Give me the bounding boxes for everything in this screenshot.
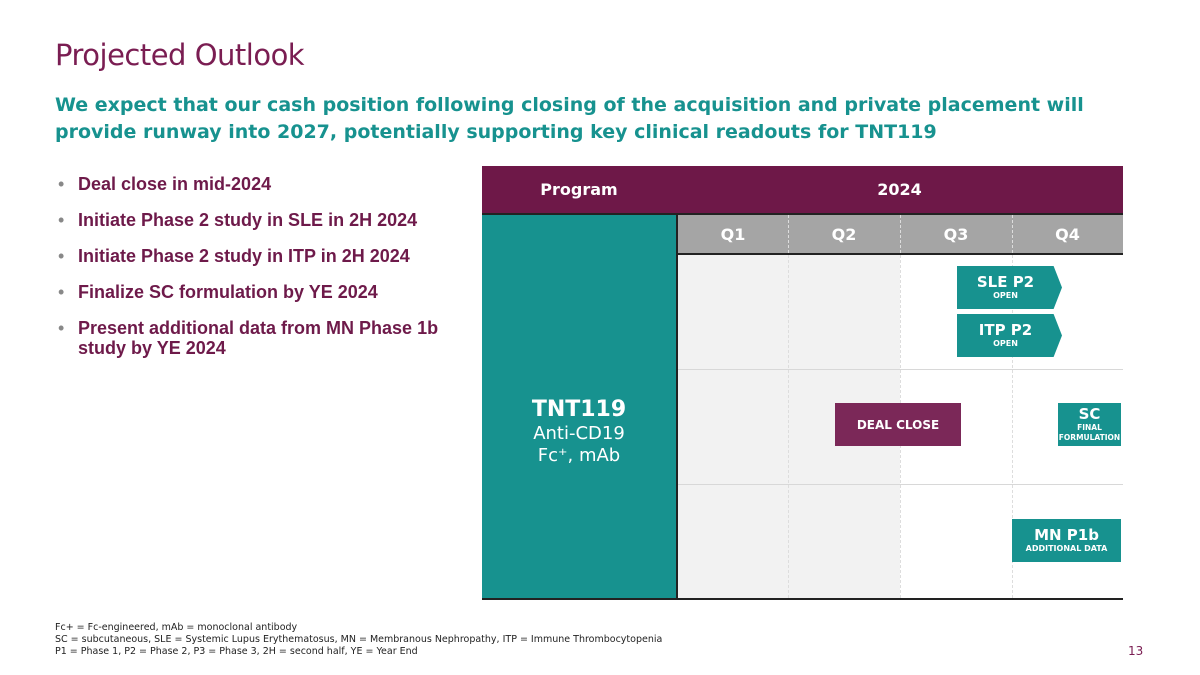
milestone-subtitle: ADDITIONAL DATA (1025, 544, 1108, 553)
program-cell: TNT119 Anti-CD19 Fc⁺, mAb (482, 215, 676, 599)
bullet-list: Deal close in mid-2024 Initiate Phase 2 … (58, 174, 478, 374)
milestone-mn-p1b: MN P1b ADDITIONAL DATA (1012, 519, 1121, 562)
program-format: Fc⁺, mAb (537, 445, 621, 466)
quarter-q1: Q1 (678, 215, 788, 253)
milestone-itp-p2: ITP P2 OPEN (957, 314, 1062, 357)
milestone-title: SLE P2 (976, 273, 1035, 291)
milestone-title: MN P1b (1034, 526, 1099, 544)
milestone-subtitle: FINAL FORMULATION (1058, 423, 1121, 442)
footnote: SC = subcutaneous, SLE = Systemic Lupus … (55, 634, 663, 645)
bullet-item: Initiate Phase 2 study in ITP in 2H 2024 (58, 246, 478, 266)
milestone-subtitle: OPEN (993, 339, 1018, 348)
milestone-sle-p2: SLE P2 OPEN (957, 266, 1062, 309)
quarter-q4: Q4 (1012, 215, 1123, 253)
page-number: 13 (1128, 644, 1144, 658)
program-header: Program (482, 166, 676, 213)
footnote: P1 = Phase 1, P2 = Phase 2, P3 = Phase 3… (55, 646, 418, 657)
bullet-item: Initiate Phase 2 study in SLE in 2H 2024 (58, 210, 478, 230)
quarter-q2: Q2 (788, 215, 900, 253)
milestone-subtitle: OPEN (993, 291, 1018, 300)
bullet-item: Finalize SC formulation by YE 2024 (58, 282, 478, 302)
page-title: Projected Outlook (55, 38, 305, 72)
program-name: TNT119 (531, 397, 627, 422)
milestone-deal-close: DEAL CLOSE (835, 403, 961, 446)
bullet-item: Deal close in mid-2024 (58, 174, 478, 194)
milestone-sc: SC FINAL FORMULATION (1058, 403, 1121, 446)
year-header: 2024 (676, 166, 1123, 213)
page-subtitle: We expect that our cash position followi… (55, 94, 1084, 143)
bullet-item: Present additional data from MN Phase 1b… (58, 318, 478, 358)
footnote: Fc+ = Fc-engineered, mAb = monoclonal an… (55, 622, 298, 633)
quarter-q3: Q3 (900, 215, 1012, 253)
footnotes: Fc+ = Fc-engineered, mAb = monoclonal an… (55, 622, 662, 658)
milestone-title: ITP P2 (978, 321, 1033, 339)
milestone-title: SC (1078, 405, 1101, 423)
program-target: Anti-CD19 (533, 423, 625, 444)
